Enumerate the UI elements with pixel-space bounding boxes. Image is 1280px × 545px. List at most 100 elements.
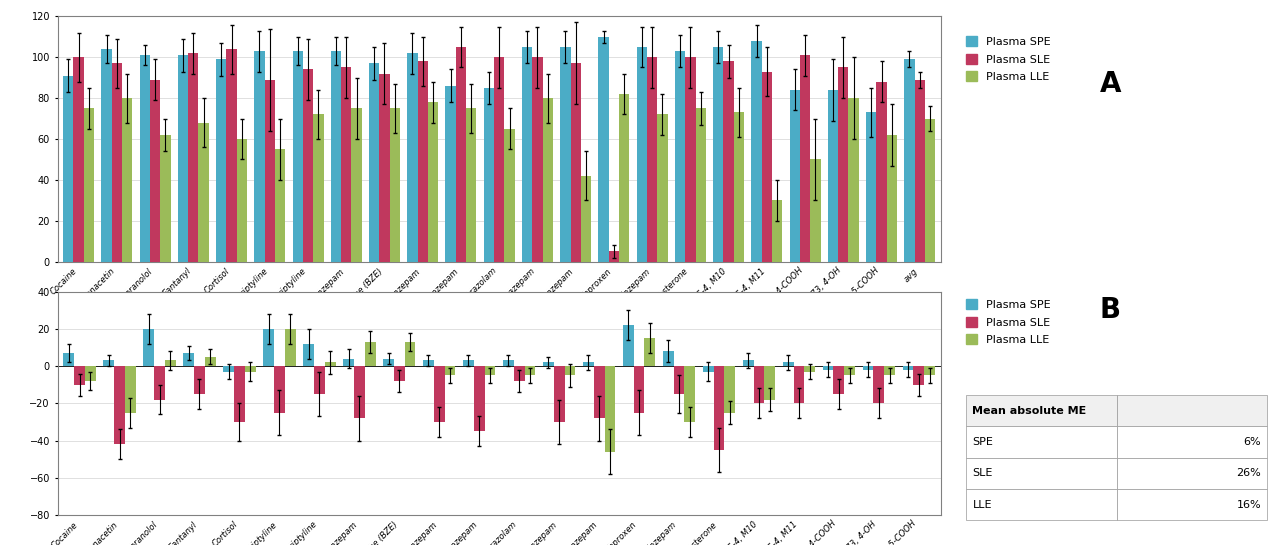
Legend: Plasma SPE, Plasma SLE, Plasma LLE: Plasma SPE, Plasma SLE, Plasma LLE [964, 297, 1053, 347]
Bar [424, 360, 434, 366]
Bar [543, 98, 553, 262]
Bar [685, 366, 695, 422]
Bar [723, 61, 733, 262]
Bar [810, 159, 820, 262]
Bar [594, 366, 604, 418]
Bar [849, 98, 859, 262]
Bar [902, 366, 914, 370]
Bar [884, 366, 895, 376]
Bar [925, 119, 936, 262]
Bar [111, 63, 122, 262]
Bar [394, 366, 404, 381]
Bar [673, 366, 685, 394]
Bar [104, 360, 114, 366]
Bar [74, 366, 84, 385]
Bar [845, 366, 855, 376]
Bar [83, 108, 95, 262]
Bar [764, 366, 776, 399]
Bar [484, 88, 494, 262]
Bar [379, 74, 389, 262]
Bar [485, 366, 495, 376]
Bar [582, 362, 594, 366]
Bar [275, 149, 285, 262]
Bar [101, 49, 111, 262]
Bar [713, 47, 723, 262]
Bar [466, 108, 476, 262]
Bar [63, 76, 73, 262]
Bar [532, 57, 543, 262]
Bar [754, 366, 764, 403]
Bar [733, 112, 744, 262]
Bar [143, 329, 154, 366]
Bar [340, 68, 352, 262]
Bar [73, 57, 83, 262]
Bar [790, 90, 800, 262]
Bar [924, 366, 934, 376]
Bar [255, 51, 265, 262]
Bar [904, 59, 915, 262]
Bar [828, 90, 838, 262]
Bar [383, 359, 394, 366]
Bar [125, 366, 136, 413]
Bar [634, 366, 644, 413]
Bar [685, 57, 695, 262]
Bar [293, 51, 303, 262]
Bar [404, 342, 416, 366]
Bar [195, 366, 205, 394]
Bar [223, 366, 234, 372]
Bar [325, 362, 335, 366]
Legend: Plasma SPE, Plasma SLE, Plasma LLE: Plasma SPE, Plasma SLE, Plasma LLE [964, 34, 1053, 84]
Bar [330, 51, 340, 262]
Bar [140, 55, 150, 262]
Bar [417, 61, 428, 262]
Bar [915, 80, 925, 262]
Bar [503, 360, 513, 366]
Bar [525, 366, 535, 376]
Bar [599, 37, 609, 262]
Bar [456, 47, 466, 262]
Bar [160, 135, 170, 262]
Bar [183, 353, 195, 366]
Bar [165, 360, 175, 366]
Bar [314, 366, 325, 394]
Bar [877, 82, 887, 262]
Bar [742, 360, 754, 366]
Bar [434, 366, 444, 422]
Bar [154, 366, 165, 399]
Bar [887, 135, 897, 262]
Bar [646, 57, 658, 262]
Bar [445, 86, 456, 262]
Bar [914, 366, 924, 385]
Bar [724, 366, 735, 413]
Bar [463, 360, 474, 366]
Bar [303, 70, 314, 262]
Bar [84, 366, 96, 381]
Bar [216, 59, 227, 262]
Bar [513, 366, 525, 381]
Bar [714, 366, 724, 450]
Bar [64, 353, 74, 366]
Bar [352, 108, 362, 262]
Bar [303, 344, 314, 366]
Bar [444, 366, 456, 376]
Bar [428, 102, 438, 262]
Bar [178, 55, 188, 262]
Bar [867, 112, 877, 262]
Bar [581, 175, 591, 262]
Bar [355, 366, 365, 418]
Bar [244, 366, 256, 372]
Bar [284, 329, 296, 366]
Bar [636, 47, 646, 262]
Bar [122, 98, 132, 262]
Bar [365, 342, 375, 366]
Bar [794, 366, 804, 403]
Bar [804, 366, 815, 372]
Bar [522, 47, 532, 262]
Bar [823, 366, 833, 370]
Bar [274, 366, 284, 413]
Bar [265, 80, 275, 262]
Bar [762, 71, 772, 262]
Bar [751, 41, 762, 262]
Bar [227, 49, 237, 262]
Bar [873, 366, 884, 403]
